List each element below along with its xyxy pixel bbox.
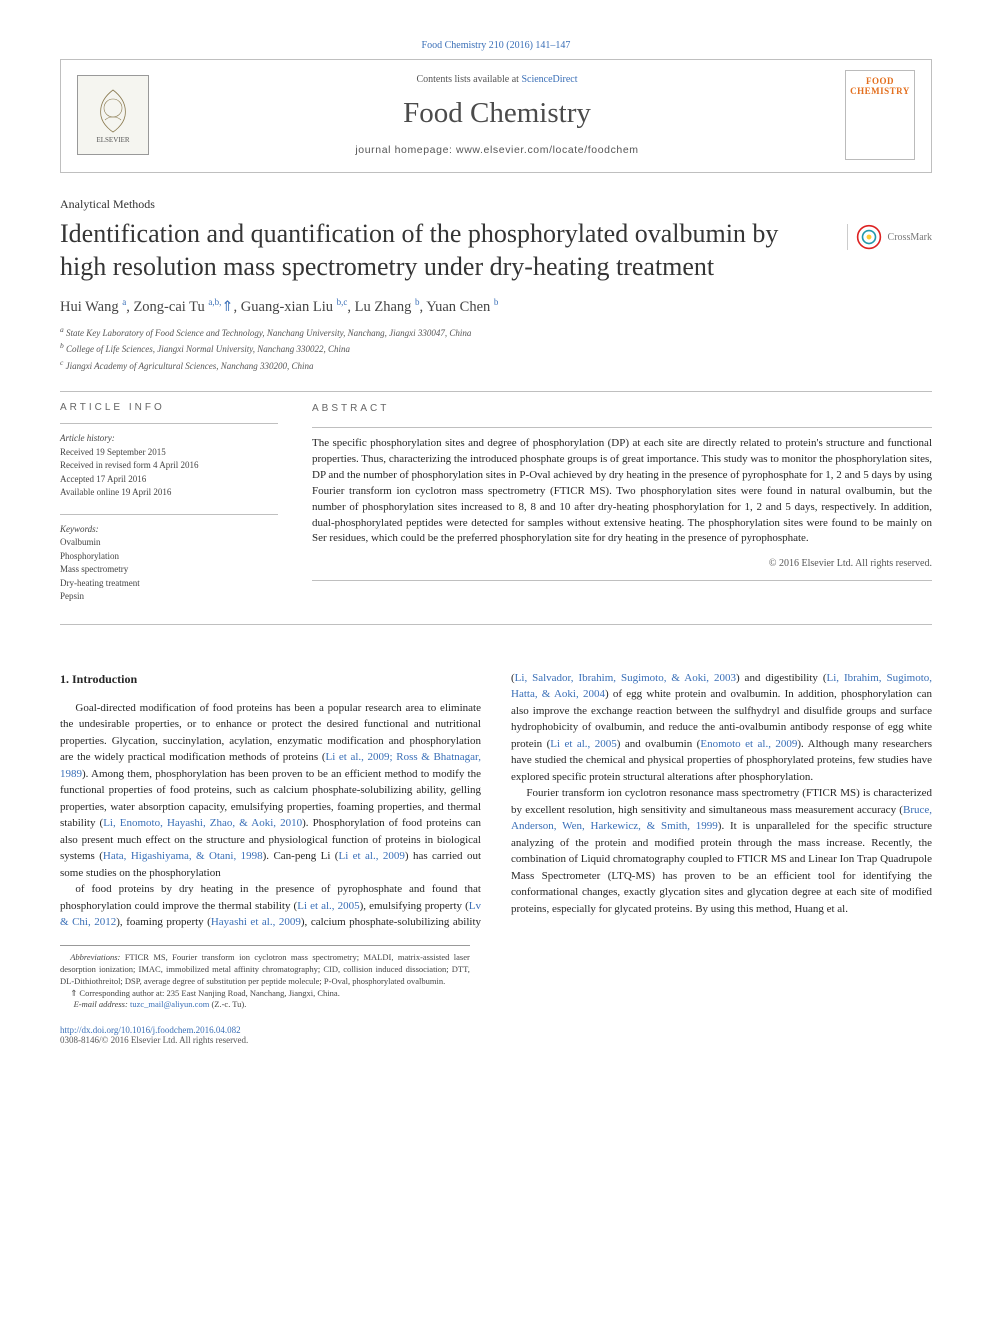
elsevier-label: ELSEVIER — [96, 136, 129, 144]
abstract-head: ABSTRACT — [312, 402, 932, 417]
authors-line: Hui Wang a, Zong-cai Tu a,b,⇑, Guang-xia… — [60, 297, 932, 316]
crossmark-badge[interactable]: CrossMark — [847, 224, 932, 250]
affiliation-c: c Jiangxi Academy of Agricultural Scienc… — [60, 357, 932, 374]
elsevier-logo: ELSEVIER — [77, 75, 149, 155]
abstract-column: ABSTRACT The specific phosphorylation si… — [312, 402, 932, 618]
journal-name: Food Chemistry — [169, 97, 825, 130]
bottom-meta: http://dx.doi.org/10.1016/j.foodchem.201… — [60, 1025, 932, 1045]
journal-homepage-line: journal homepage: www.elsevier.com/locat… — [169, 144, 825, 156]
article-info-column: ARTICLE INFO Article history: Received 1… — [60, 402, 278, 618]
homepage-prefix: journal homepage: — [355, 144, 456, 156]
article-info-head: ARTICLE INFO — [60, 402, 278, 413]
keyword: Mass spectrometry — [60, 563, 278, 577]
history-accepted: Accepted 17 April 2016 — [60, 473, 278, 487]
divider — [60, 391, 932, 392]
keyword: Phosphorylation — [60, 550, 278, 564]
abstract-copyright: © 2016 Elsevier Ltd. All rights reserved… — [312, 557, 932, 572]
email-label: E-mail address: — [74, 999, 130, 1009]
history-label: Article history: — [60, 432, 278, 446]
homepage-url[interactable]: www.elsevier.com/locate/foodchem — [456, 144, 639, 156]
footnotes: Abbreviations: FTICR MS, Fourier transfo… — [60, 945, 470, 1011]
affiliation-b: b College of Life Sciences, Jiangxi Norm… — [60, 340, 932, 357]
doi-link[interactable]: http://dx.doi.org/10.1016/j.foodchem.201… — [60, 1025, 241, 1035]
history-revised: Received in revised form 4 April 2016 — [60, 459, 278, 473]
journal-cover-thumb: FOOD CHEMISTRY — [845, 70, 915, 160]
keyword: Ovalbumin — [60, 536, 278, 550]
paper-title: Identification and quantification of the… — [60, 218, 823, 283]
abbr-text: FTICR MS, Fourier transform ion cyclotro… — [60, 952, 470, 986]
journal-masthead: ELSEVIER Contents lists available at Sci… — [60, 59, 932, 173]
sciencedirect-link[interactable]: ScienceDirect — [521, 74, 577, 85]
contents-available-line: Contents lists available at ScienceDirec… — [169, 74, 825, 85]
affiliations: a State Key Laboratory of Food Science a… — [60, 324, 932, 374]
email-tail: (Z.-c. Tu). — [209, 999, 246, 1009]
contents-prefix: Contents lists available at — [416, 74, 521, 85]
issn-line: 0308-8146/© 2016 Elsevier Ltd. All right… — [60, 1035, 248, 1045]
crossmark-label: CrossMark — [888, 232, 932, 243]
abbr-label: Abbreviations: — [70, 952, 120, 962]
cover-label-1: FOOD — [866, 76, 894, 86]
keyword: Dry-heating treatment — [60, 577, 278, 591]
section-label: Analytical Methods — [60, 197, 932, 212]
keywords-label: Keywords: — [60, 523, 278, 537]
body-two-column: 1. Introduction Goal-directed modificati… — [60, 670, 932, 931]
body-paragraph: Goal-directed modification of food prote… — [60, 700, 481, 882]
keyword: Pepsin — [60, 590, 278, 604]
header-citation: Food Chemistry 210 (2016) 141–147 — [60, 40, 932, 51]
body-paragraph: Fourier transform ion cyclotron resonanc… — [511, 785, 932, 917]
affiliation-a: a State Key Laboratory of Food Science a… — [60, 324, 932, 341]
history-online: Available online 19 April 2016 — [60, 486, 278, 500]
abstract-text: The specific phosphorylation sites and d… — [312, 436, 932, 548]
history-received: Received 19 September 2015 — [60, 446, 278, 460]
cover-label-2: CHEMISTRY — [850, 86, 910, 96]
corresponding-author: ⇑ Corresponding author at: 235 East Nanj… — [60, 988, 470, 1000]
intro-heading: 1. Introduction — [60, 670, 481, 688]
corr-email-link[interactable]: tuzc_mail@aliyun.com — [130, 999, 209, 1009]
